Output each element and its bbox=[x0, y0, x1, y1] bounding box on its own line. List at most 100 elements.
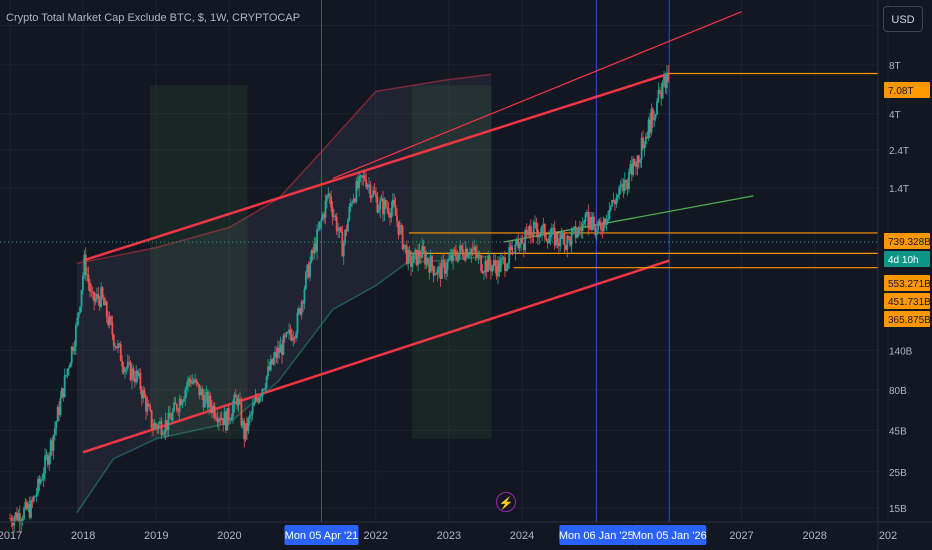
candle-body bbox=[262, 388, 265, 390]
projection-candle-body bbox=[653, 118, 656, 120]
candle-body bbox=[419, 257, 422, 258]
candle-body bbox=[474, 247, 477, 253]
candle-body bbox=[471, 249, 474, 251]
candle-body bbox=[62, 388, 65, 397]
candle-body bbox=[324, 200, 327, 218]
candle-body bbox=[490, 265, 492, 272]
candle-body bbox=[313, 243, 316, 254]
candle-body bbox=[124, 368, 126, 373]
candle-body bbox=[205, 391, 208, 396]
candle-body bbox=[163, 432, 166, 435]
date-marker-label-bg bbox=[284, 525, 359, 545]
projection-candle-body bbox=[577, 227, 580, 235]
candle-body bbox=[220, 418, 223, 420]
projection-candle-body bbox=[650, 108, 653, 133]
candle-body bbox=[56, 406, 59, 422]
projection-candle-body bbox=[550, 228, 553, 235]
candle-body bbox=[199, 388, 202, 396]
projection-candle-body bbox=[651, 108, 654, 120]
candle-body bbox=[481, 271, 484, 273]
candle-body bbox=[488, 256, 491, 266]
candle-body bbox=[18, 513, 21, 524]
candle-body bbox=[483, 271, 485, 273]
projection-candle-body bbox=[595, 229, 598, 236]
projection-candle-body bbox=[611, 199, 614, 207]
candle-body bbox=[306, 264, 309, 273]
candle-body bbox=[470, 249, 473, 255]
candle-body bbox=[274, 351, 276, 358]
projection-candle-body bbox=[562, 232, 564, 239]
currency-button[interactable]: USD bbox=[883, 6, 923, 32]
candle-body bbox=[80, 290, 83, 307]
projection-candle-body bbox=[649, 119, 651, 133]
candle-body bbox=[366, 184, 369, 188]
candle-body bbox=[307, 264, 310, 278]
candle-body bbox=[323, 214, 326, 218]
candle-body bbox=[457, 252, 460, 261]
candle-body bbox=[67, 367, 70, 369]
candle-body bbox=[501, 257, 504, 260]
candle-body bbox=[369, 184, 372, 199]
candle-body bbox=[107, 317, 110, 326]
candle-body bbox=[121, 360, 124, 367]
candle-body bbox=[417, 250, 419, 265]
candle-body bbox=[398, 225, 401, 235]
candle-body bbox=[344, 229, 347, 243]
candle-body bbox=[104, 301, 107, 306]
candle-body bbox=[35, 492, 38, 497]
projection-candle-body bbox=[663, 75, 665, 83]
candle-body bbox=[492, 260, 495, 266]
lightning-icon[interactable]: ⚡ bbox=[496, 492, 516, 512]
candle-body bbox=[211, 406, 213, 414]
candle-body bbox=[473, 247, 476, 250]
candle-body bbox=[48, 455, 51, 465]
price-tag-label: 739.328B bbox=[888, 237, 931, 248]
candle-body bbox=[348, 206, 351, 220]
candle-body bbox=[393, 199, 396, 206]
candle-body bbox=[265, 376, 268, 388]
candle-body bbox=[386, 207, 389, 209]
candle-body bbox=[365, 179, 368, 188]
candle-body bbox=[51, 440, 53, 451]
candle-body bbox=[341, 231, 344, 257]
candle-body bbox=[76, 317, 79, 326]
candle-body bbox=[333, 215, 335, 217]
candle-body bbox=[192, 381, 195, 383]
price-tag-bg bbox=[884, 251, 930, 267]
projection-candle-body bbox=[609, 206, 612, 210]
candle-body bbox=[349, 203, 352, 207]
projection-candle-body bbox=[637, 155, 640, 163]
projection-candle-body bbox=[548, 237, 550, 244]
projection-candle-body bbox=[520, 238, 522, 245]
candle-body bbox=[442, 260, 445, 262]
candle-body bbox=[98, 299, 101, 307]
x-tick-label: 2018 bbox=[71, 530, 95, 542]
candle-body bbox=[345, 229, 348, 232]
projection-candle-body bbox=[563, 232, 566, 246]
candle-body bbox=[363, 175, 366, 180]
candle-body bbox=[337, 230, 340, 232]
candle-body bbox=[453, 249, 456, 252]
candle-body bbox=[14, 512, 17, 518]
candle-body bbox=[184, 389, 187, 399]
y-tick-label: 80B bbox=[889, 386, 907, 397]
candle-body bbox=[79, 306, 82, 313]
candle-body bbox=[94, 298, 97, 302]
projection-candle-body bbox=[525, 229, 528, 235]
candle-body bbox=[237, 398, 240, 406]
projection-candle-body bbox=[513, 252, 515, 254]
projection-candle-body bbox=[564, 245, 567, 250]
price-tag-label: 553.271B bbox=[888, 279, 931, 290]
candle-body bbox=[150, 410, 153, 428]
candle-body bbox=[126, 361, 129, 369]
channel-lines bbox=[82, 11, 754, 454]
projection-candle-body bbox=[579, 227, 581, 229]
candle-body bbox=[342, 242, 345, 257]
candle-body bbox=[478, 254, 481, 256]
candle-body bbox=[17, 513, 20, 521]
candle-body bbox=[108, 316, 111, 326]
candle-body bbox=[31, 500, 34, 502]
candle-body bbox=[204, 395, 206, 408]
x-tick-label: 2028 bbox=[802, 530, 826, 542]
